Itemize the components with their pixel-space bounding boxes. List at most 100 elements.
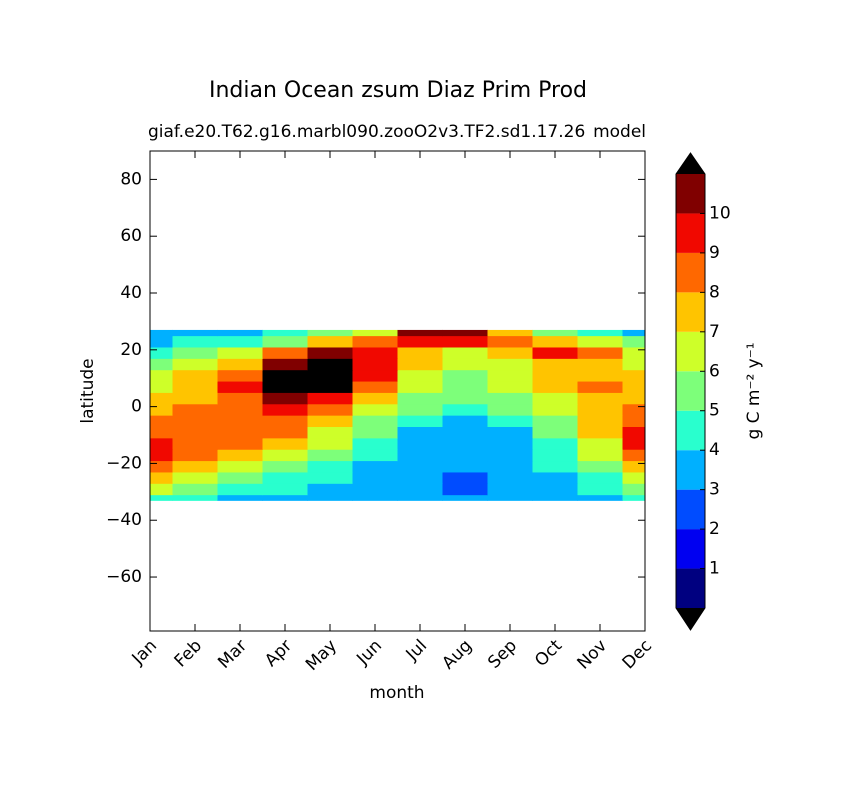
chart-title: Indian Ocean zsum Diaz Prim Prod [209,78,587,103]
contour-cell [487,437,533,450]
contour-cell [532,415,578,428]
contour-cell [397,335,443,348]
contour-cell [622,460,646,473]
contour-cell [532,335,578,348]
contour-cell [532,403,578,416]
contour-cell [397,369,443,382]
contour-cell [622,358,646,371]
contour-cell [487,460,533,473]
contour-cell [217,335,263,348]
contour-cell [352,392,398,405]
contour-cell [150,403,173,416]
contour-cell [397,415,443,428]
y-tick-label: 20 [120,340,142,360]
contour-cell [577,335,623,348]
contour-cell [532,460,578,473]
contour-cell [150,426,173,439]
contour-cell [622,483,646,496]
contour-cell [352,335,398,348]
contour-cell [577,329,623,337]
contour-cell [622,449,646,462]
contour-cell [262,381,308,393]
contour-cell [487,449,533,462]
colorbar-label: g C m⁻² y⁻¹ [744,342,764,439]
contour-cell [150,335,173,348]
y-tick-label: 0 [131,397,142,417]
colorbar-extend-under [676,608,705,630]
colorbar-tick-label: 2 [709,519,720,539]
contour-cell [442,415,488,428]
contour-cell [352,460,398,473]
contour-cell [307,449,353,462]
contour-cell [262,346,308,359]
contour-cell [150,346,173,359]
contour-cell [397,449,443,462]
contour-cell [262,329,308,337]
contour-cell [532,346,578,359]
contour-cell [532,381,578,393]
contour-cell [307,335,353,348]
contour-cell [532,426,578,439]
contour-cell [397,471,443,484]
contour-cell [150,392,173,405]
y-tick-label: 80 [120,169,142,189]
contour-cell [397,483,443,496]
contour-cell [352,358,398,371]
contour-cell [262,437,308,450]
contour-cell [150,483,173,496]
contour-cell [532,437,578,450]
contour-cell [352,494,398,501]
contour-cell [150,381,173,393]
contour-cell [172,426,218,439]
plot-frame [149,150,646,632]
contour-cell [397,403,443,416]
contour-cell [352,471,398,484]
contour-cell [397,494,443,501]
colorbar-tick-label: 3 [709,480,720,500]
contour-cell [397,358,443,371]
contour-cell [577,471,623,484]
y-tick-label: −60 [106,567,142,587]
colorbar-tick-label: 5 [709,401,720,421]
contour-cell [172,369,218,382]
colorbar-segment [676,174,705,214]
contour-cell [487,381,533,393]
colorbar-segment [676,410,705,451]
contour-cell [532,369,578,382]
colorbar-segment [676,213,705,253]
y-tick-label: 60 [120,226,142,246]
contour-cell [150,494,173,501]
contour-cell [262,471,308,484]
contour-cell [622,381,646,393]
contour-cell [487,369,533,382]
contour-cell [307,346,353,359]
contour-cell [217,460,263,473]
contour-cell [352,403,398,416]
colorbar-segment [676,529,705,569]
colorbar-segment [676,489,705,530]
contour-cell [217,426,263,439]
contour-cell [307,426,353,439]
contour-cell [352,415,398,428]
contour-cell [150,437,173,450]
contour-cell [622,329,646,337]
contour-cell [577,415,623,428]
contour-cell [487,346,533,359]
contour-cell [577,392,623,405]
contour-cell [172,471,218,484]
contour-cell [262,483,308,496]
chart-subtitle: giaf.e20.T62.g16.marbl090.zooO2v3.TF2.sd… [148,122,585,142]
contour-cell [307,483,353,496]
contour-cell [307,392,353,405]
contour-cell [172,403,218,416]
contour-cell [307,494,353,501]
chart-subtitle-right: model [593,122,646,142]
contour-cell [307,403,353,416]
contour-cell [532,494,578,501]
contour-cell [442,449,488,462]
colorbar-segment [676,450,705,490]
contour-cell [172,437,218,450]
contour-cell [352,369,398,382]
contour-cell [172,483,218,496]
